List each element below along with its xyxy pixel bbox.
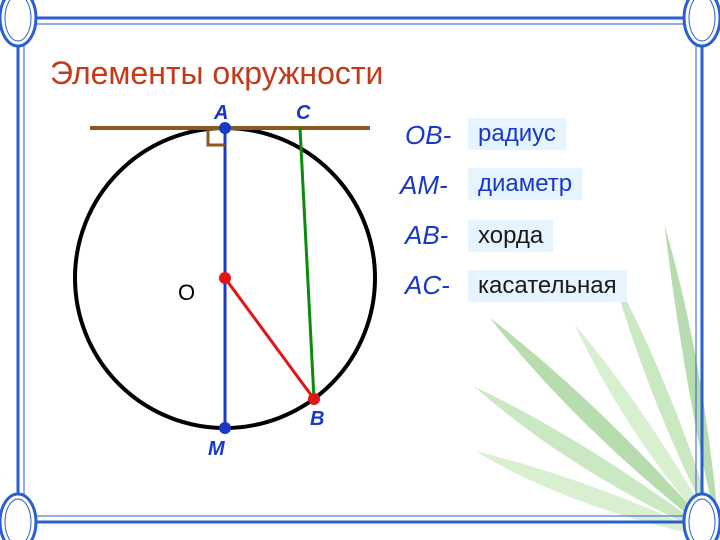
legend-name-2: AB-: [405, 220, 448, 251]
legend-answer-3: касательная: [468, 270, 627, 302]
legend-name-1: AM-: [400, 170, 448, 201]
label-M: M: [208, 438, 225, 461]
label-B: B: [310, 408, 324, 431]
label-A: A: [214, 102, 228, 125]
label-O: O: [178, 280, 195, 306]
label-C: C: [296, 102, 310, 125]
legend-answer-2: хорда: [468, 220, 553, 252]
legend-answer-0: радиус: [468, 118, 566, 150]
legend-answer-1: диаметр: [468, 168, 582, 200]
slide-stage: Элементы окружности A C B M O OB-радиусA…: [0, 0, 720, 540]
legend-name-0: OB-: [405, 120, 451, 151]
legend-name-3: AC-: [405, 270, 450, 301]
